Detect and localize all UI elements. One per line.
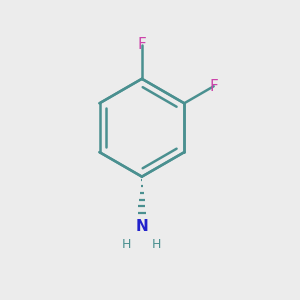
Text: H: H bbox=[122, 238, 132, 251]
Text: F: F bbox=[209, 79, 218, 94]
Text: H: H bbox=[152, 238, 161, 251]
Text: F: F bbox=[137, 37, 146, 52]
Text: N: N bbox=[136, 219, 148, 234]
